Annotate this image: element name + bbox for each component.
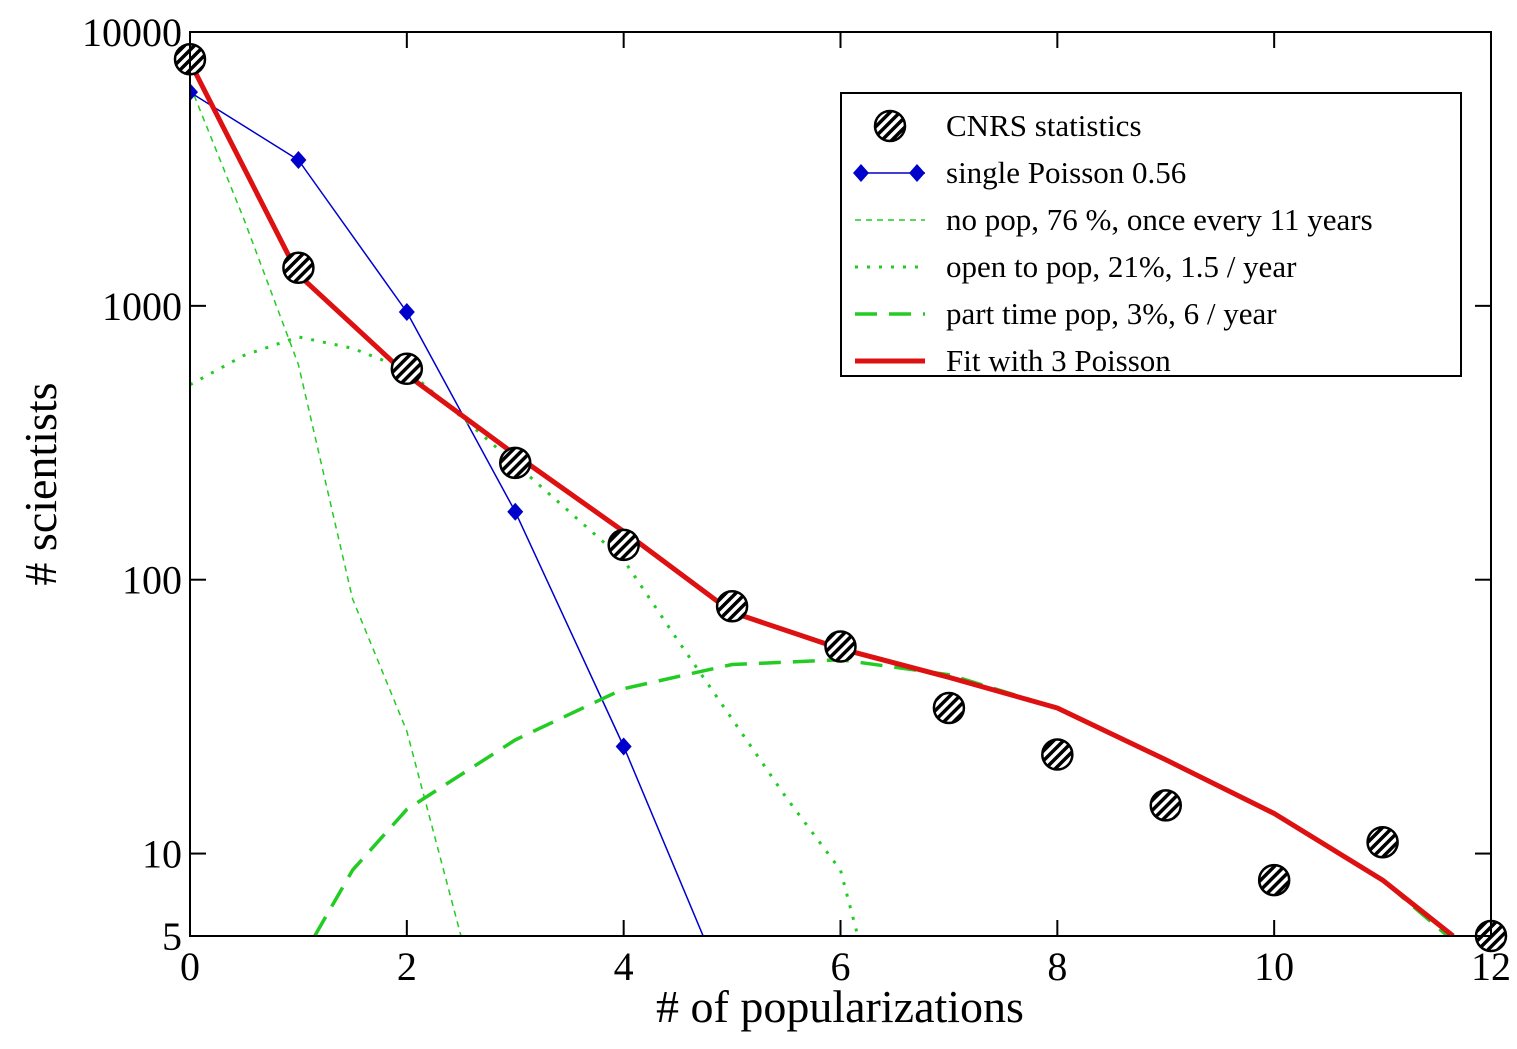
y-axis-label: # scientists: [15, 382, 66, 585]
data-point: [398, 302, 415, 321]
y-tick-label: 10: [142, 832, 182, 877]
data-point: [1366, 825, 1399, 859]
legend-box: [840, 92, 1462, 377]
x-tick-label: 4: [614, 944, 634, 989]
data-point: [1257, 863, 1291, 897]
y-tick-label: 1000: [102, 284, 182, 329]
legend-label: no pop, 76 %, once every 11 years: [946, 202, 1373, 237]
data-point: [607, 528, 640, 562]
data-point: [932, 691, 966, 725]
y-tick-label: 5: [162, 914, 182, 959]
series-line: [190, 335, 860, 936]
legend-label: open to pop, 21%, 1.5 / year: [946, 249, 1297, 284]
y-tick-label: 10000: [82, 10, 182, 55]
data-point: [290, 150, 307, 169]
legend-label: single Poisson 0.56: [946, 155, 1186, 190]
data-point: [190, 83, 198, 102]
data-point: [1149, 789, 1182, 822]
data-point: [499, 446, 532, 480]
y-tick-label: 100: [122, 558, 182, 603]
legend-label: CNRS statistics: [946, 108, 1142, 143]
legend-label: part time pop, 3%, 6 / year: [946, 296, 1277, 331]
x-tick-label: 6: [831, 944, 851, 989]
data-point: [282, 251, 315, 285]
plot-frame: [189, 31, 1492, 937]
data-point: [824, 630, 857, 663]
x-tick-label: 8: [1047, 944, 1067, 989]
data-point: [507, 502, 524, 521]
x-axis-label: # of popularizations: [656, 981, 1024, 1032]
legend-label: Fit with 3 Poisson: [946, 343, 1171, 378]
data-point: [715, 589, 749, 623]
x-tick-label: 10: [1254, 944, 1294, 989]
legend-marker: [853, 164, 869, 182]
data-point: [390, 352, 424, 386]
x-tick-label: 0: [180, 944, 200, 989]
legend-marker: [909, 164, 925, 182]
legend-marker: [873, 109, 907, 143]
data-point: [1041, 738, 1074, 771]
x-tick-label: 2: [397, 944, 417, 989]
data-point: [615, 737, 632, 756]
series-line: [190, 84, 462, 936]
